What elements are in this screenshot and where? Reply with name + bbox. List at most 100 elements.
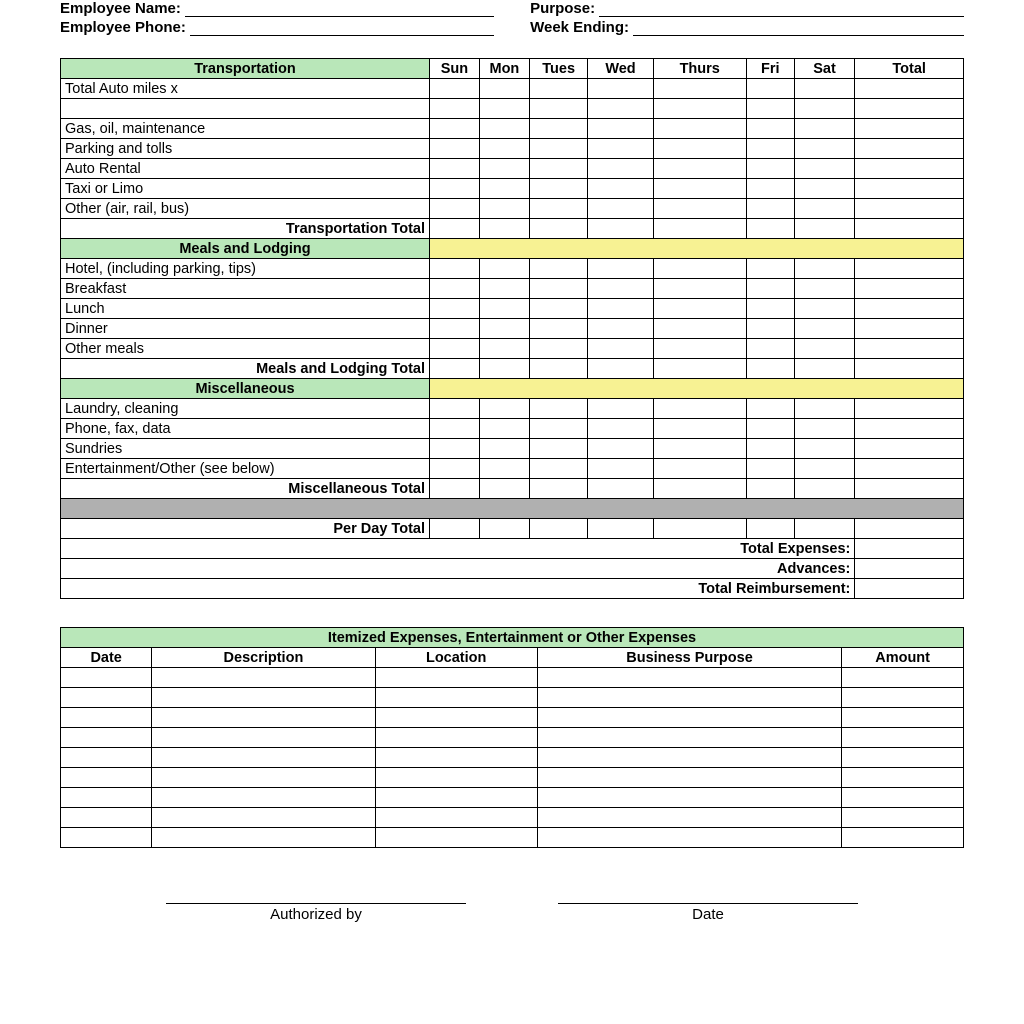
itemized-cell[interactable] [61,728,152,748]
itemized-cell[interactable] [61,748,152,768]
itemized-cell[interactable] [375,728,537,748]
expense-cell[interactable] [746,459,794,479]
expense-cell[interactable] [794,519,855,539]
itemized-cell[interactable] [61,808,152,828]
expense-cell[interactable] [588,179,653,199]
expense-cell[interactable] [529,159,588,179]
expense-cell[interactable] [653,219,746,239]
itemized-cell[interactable] [375,828,537,848]
expense-cell[interactable] [479,399,529,419]
expense-cell[interactable] [479,159,529,179]
expense-cell[interactable] [794,459,855,479]
expense-cell[interactable] [653,339,746,359]
expense-cell[interactable] [653,159,746,179]
expense-cell[interactable] [529,419,588,439]
week-ending-input[interactable] [633,20,964,36]
expense-cell[interactable] [794,399,855,419]
expense-cell[interactable] [855,279,964,299]
expense-cell[interactable] [479,319,529,339]
itemized-cell[interactable] [375,708,537,728]
expense-cell[interactable] [588,279,653,299]
expense-cell[interactable] [430,199,480,219]
expense-cell[interactable] [855,79,964,99]
itemized-cell[interactable] [842,768,964,788]
expense-cell[interactable] [653,139,746,159]
itemized-cell[interactable] [842,748,964,768]
expense-cell[interactable] [653,99,746,119]
expense-cell[interactable] [794,479,855,499]
itemized-cell[interactable] [842,808,964,828]
expense-cell[interactable] [529,219,588,239]
expense-cell[interactable] [746,199,794,219]
expense-cell[interactable] [588,119,653,139]
expense-cell[interactable] [794,79,855,99]
expense-cell[interactable] [746,479,794,499]
expense-cell[interactable] [653,119,746,139]
itemized-cell[interactable] [61,708,152,728]
expense-cell[interactable] [430,419,480,439]
itemized-cell[interactable] [152,688,375,708]
expense-cell[interactable] [746,219,794,239]
expense-cell[interactable] [430,159,480,179]
expense-cell[interactable] [479,139,529,159]
itemized-cell[interactable] [842,828,964,848]
expense-cell[interactable] [746,139,794,159]
expense-cell[interactable] [479,299,529,319]
itemized-cell[interactable] [152,748,375,768]
expense-cell[interactable] [529,79,588,99]
expense-cell[interactable] [794,99,855,119]
expense-cell[interactable] [653,439,746,459]
expense-cell[interactable] [588,139,653,159]
expense-cell[interactable] [588,359,653,379]
expense-cell[interactable] [430,399,480,419]
expense-cell[interactable] [479,339,529,359]
itemized-cell[interactable] [537,768,841,788]
expense-cell[interactable] [479,199,529,219]
expense-cell[interactable] [746,159,794,179]
expense-cell[interactable] [746,279,794,299]
expense-cell[interactable] [855,519,964,539]
itemized-cell[interactable] [152,808,375,828]
expense-cell[interactable] [588,319,653,339]
expense-cell[interactable] [529,99,588,119]
itemized-cell[interactable] [375,788,537,808]
expense-cell[interactable] [588,199,653,219]
itemized-cell[interactable] [537,788,841,808]
expense-cell[interactable] [430,359,480,379]
itemized-cell[interactable] [152,708,375,728]
expense-cell[interactable] [430,279,480,299]
expense-cell[interactable] [653,399,746,419]
expense-cell[interactable] [479,479,529,499]
expense-cell[interactable] [430,319,480,339]
expense-cell[interactable] [653,359,746,379]
expense-cell[interactable] [479,99,529,119]
expense-cell[interactable] [855,479,964,499]
date-line[interactable] [558,903,858,904]
expense-cell[interactable] [746,259,794,279]
expense-cell[interactable] [746,439,794,459]
expense-cell[interactable] [529,459,588,479]
expense-cell[interactable] [746,519,794,539]
expense-cell[interactable] [855,399,964,419]
authorized-by-line[interactable] [166,903,466,904]
itemized-cell[interactable] [842,688,964,708]
expense-cell[interactable] [746,299,794,319]
expense-cell[interactable] [529,139,588,159]
expense-cell[interactable] [588,399,653,419]
expense-cell[interactable] [855,179,964,199]
expense-cell[interactable] [855,459,964,479]
expense-cell[interactable] [794,279,855,299]
expense-cell[interactable] [855,139,964,159]
itemized-cell[interactable] [375,748,537,768]
itemized-cell[interactable] [842,668,964,688]
expense-cell[interactable] [479,419,529,439]
expense-cell[interactable] [529,359,588,379]
expense-cell[interactable] [794,359,855,379]
expense-cell[interactable] [746,419,794,439]
expense-cell[interactable] [479,119,529,139]
expense-cell[interactable] [430,339,480,359]
expense-cell[interactable] [529,439,588,459]
expense-cell[interactable] [855,339,964,359]
expense-cell[interactable] [855,319,964,339]
expense-cell[interactable] [430,139,480,159]
